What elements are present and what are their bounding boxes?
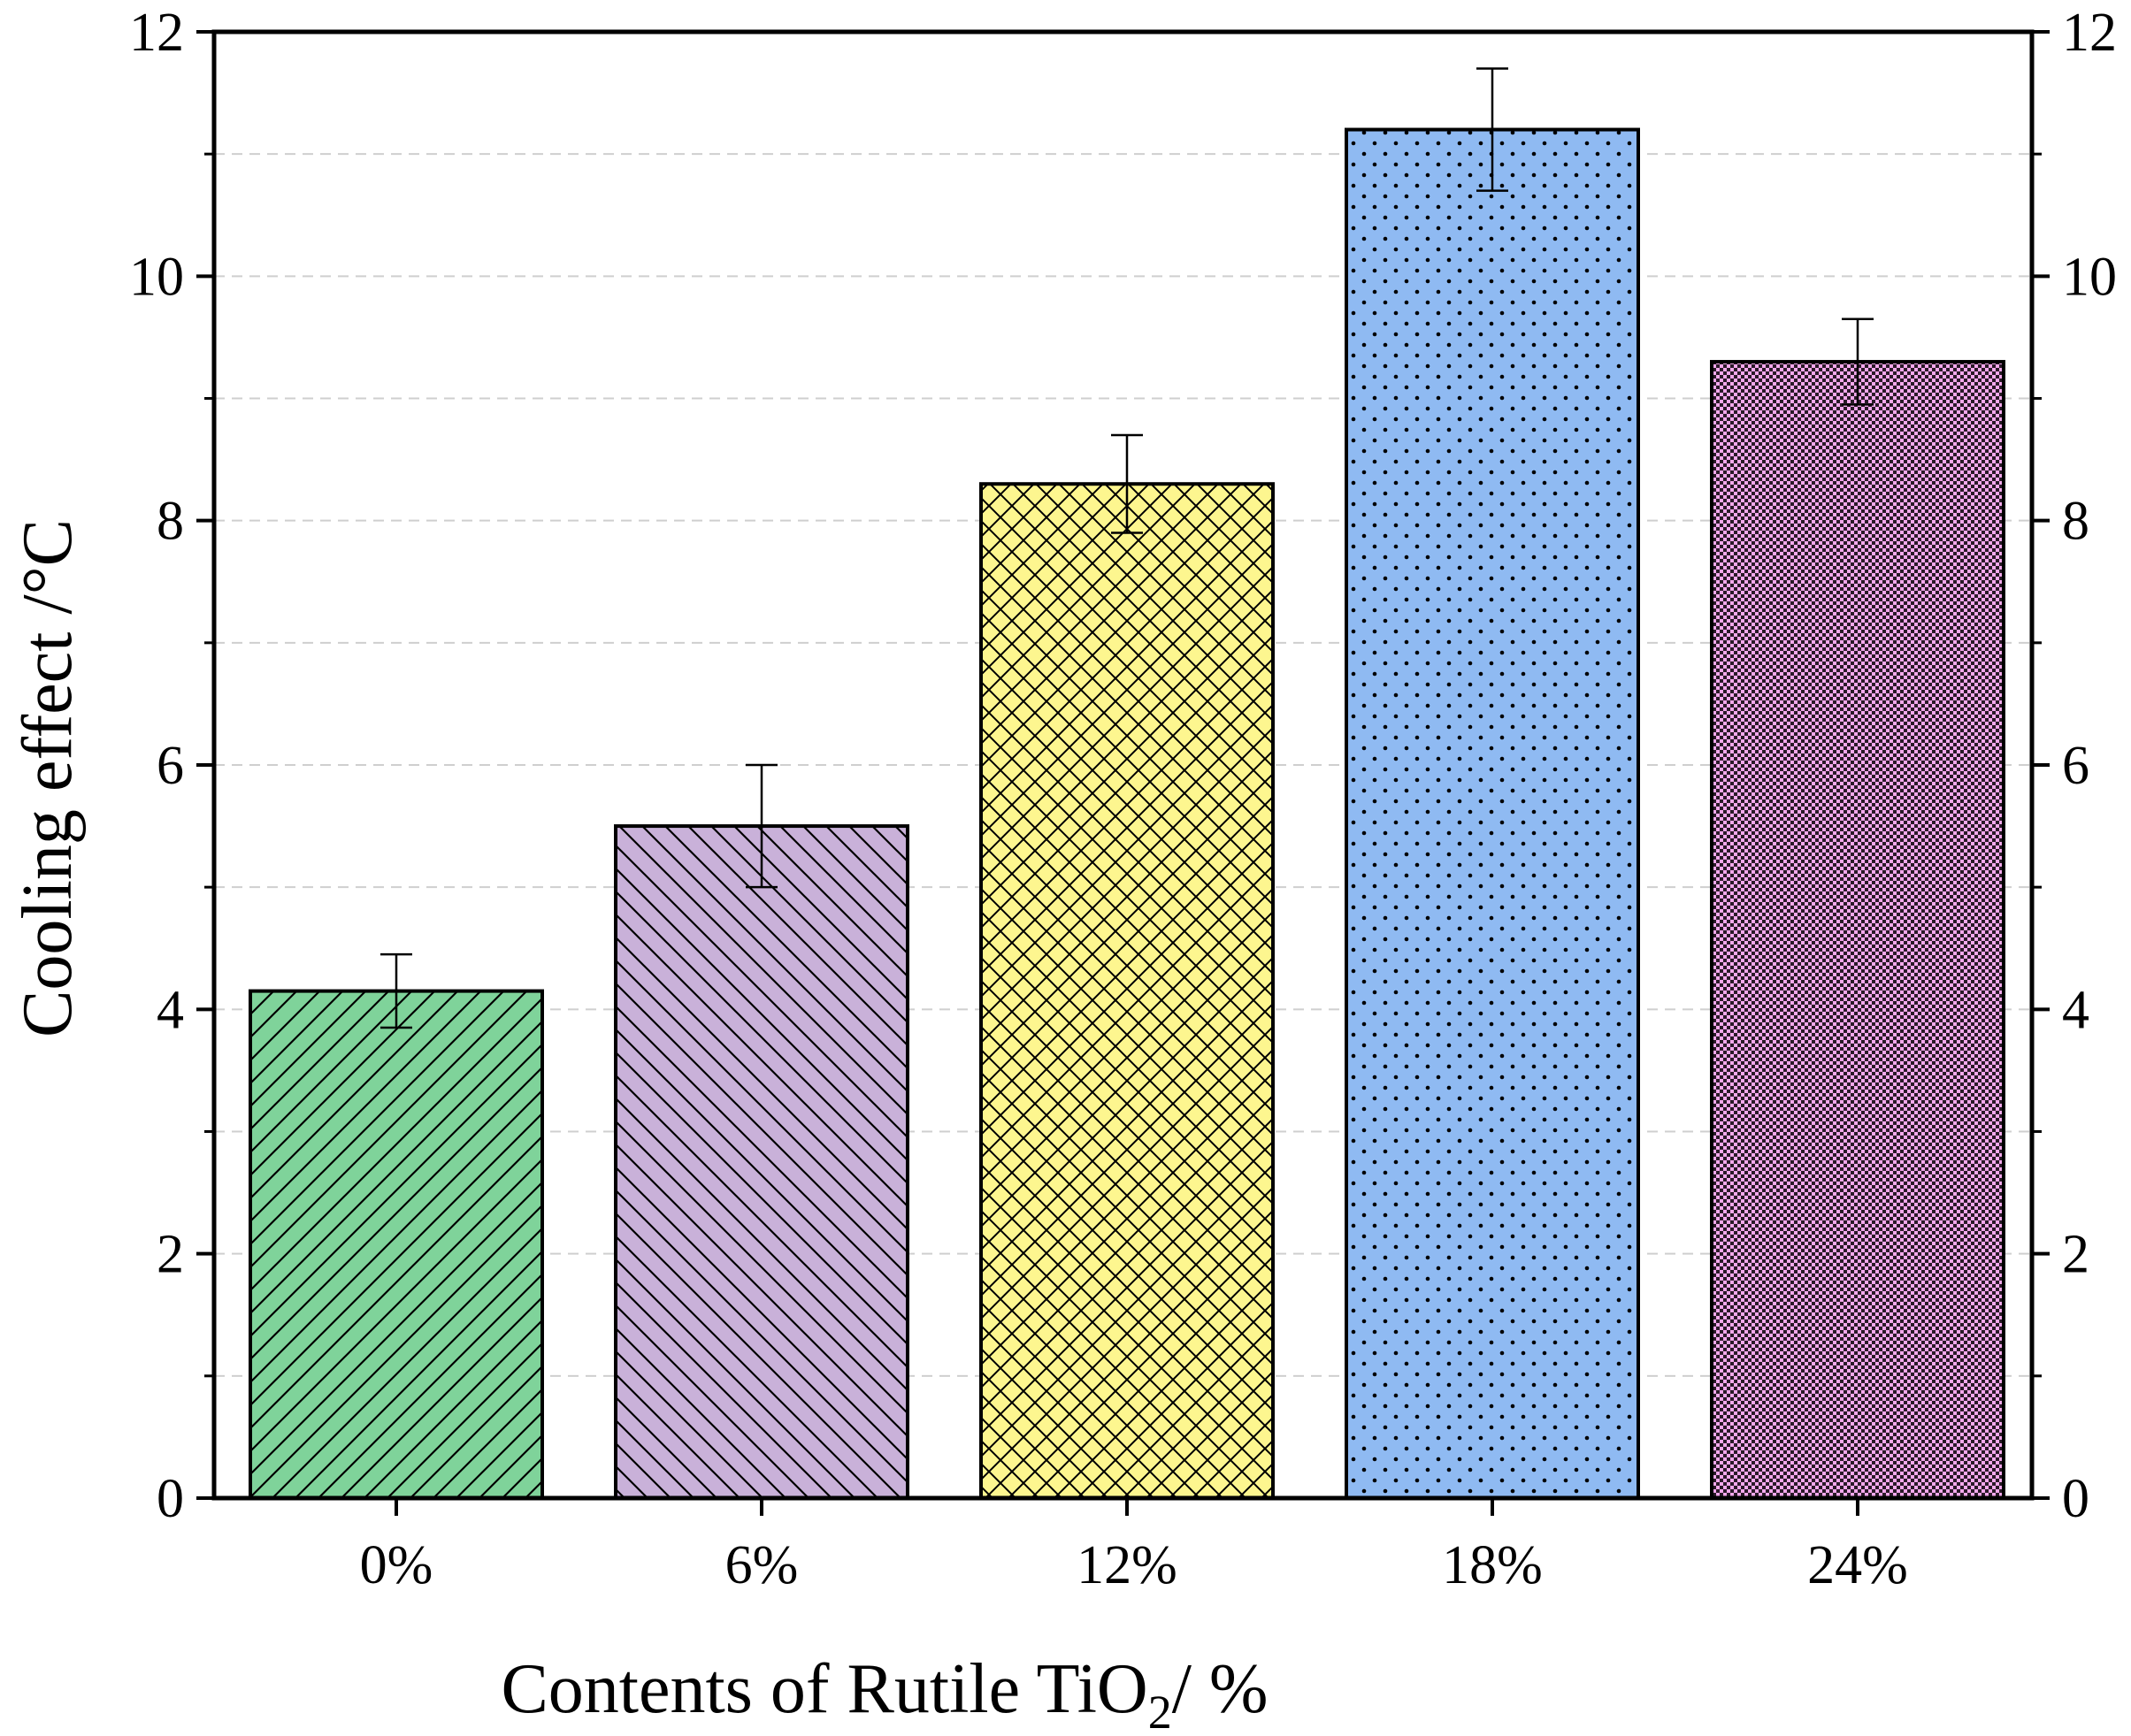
y-tick-label-left: 6 xyxy=(157,736,184,796)
axes xyxy=(196,29,2050,1516)
x-axis-title-subscript: 2 xyxy=(1148,1686,1172,1736)
y-tick-label-right: 12 xyxy=(2062,3,2117,63)
bar-6pct xyxy=(614,824,909,1500)
y-tick-label-left: 12 xyxy=(129,3,184,63)
y-tick-label-left: 2 xyxy=(157,1225,184,1285)
y-tick-label-left: 0 xyxy=(157,1469,184,1529)
y-tick-label-left: 4 xyxy=(157,980,184,1040)
y-axis-title: Cooling effect /°C xyxy=(9,519,87,1037)
bars xyxy=(249,127,2005,1501)
x-tick-label: 24% xyxy=(1807,1535,1908,1595)
x-axis-title-suffix: / % xyxy=(1172,1650,1269,1728)
bar-12pct xyxy=(979,482,1275,1500)
bar-24pct xyxy=(1710,360,2005,1500)
bar-18pct xyxy=(1345,127,1640,1501)
y-tick-label-right: 2 xyxy=(2062,1225,2089,1285)
x-tick-label: 18% xyxy=(1442,1535,1543,1595)
x-tick-label: 6% xyxy=(725,1535,799,1595)
y-tick-label-right: 0 xyxy=(2062,1469,2089,1529)
y-tick-label-right: 10 xyxy=(2062,247,2117,307)
y-tick-label-left: 8 xyxy=(157,492,184,552)
tick-labels: 0 0 2 2 4 4 6 6 8 8 10 10 12 12 0% 6% 12% 18% 24% xyxy=(129,3,2117,1595)
x-axis-title-main: Contents of Rutile TiO xyxy=(501,1650,1147,1728)
x-axis-title: Contents of Rutile TiO2/ % xyxy=(501,1650,1268,1736)
y-tick-label-right: 4 xyxy=(2062,980,2089,1040)
y-tick-label-left: 10 xyxy=(129,247,184,307)
bar-0pct xyxy=(249,989,544,1500)
y-tick-label-right: 8 xyxy=(2062,492,2089,552)
x-tick-label: 0% xyxy=(360,1535,433,1595)
y-tick-label-right: 6 xyxy=(2062,736,2089,796)
error-bars xyxy=(380,67,1874,1029)
x-tick-label: 12% xyxy=(1077,1535,1177,1595)
